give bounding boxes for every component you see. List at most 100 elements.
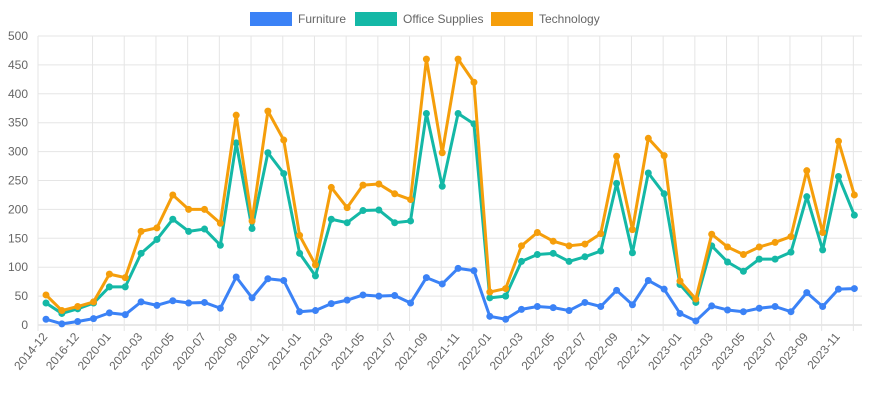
data-point [248, 217, 256, 225]
data-point [835, 137, 842, 145]
data-point [803, 167, 811, 175]
data-point [201, 298, 208, 306]
data-point [597, 303, 605, 311]
legend-swatch-office-supplies [355, 12, 397, 26]
data-point [58, 320, 66, 328]
legend-item-furniture[interactable]: Furniture [250, 12, 346, 26]
data-point [470, 267, 478, 275]
data-point [105, 309, 113, 317]
data-point [105, 270, 113, 278]
data-point [121, 274, 129, 282]
data-point [660, 285, 668, 293]
data-point [628, 226, 636, 234]
data-point [787, 233, 795, 241]
data-point [549, 249, 557, 257]
data-point [216, 219, 224, 227]
y-tick-label: 0 [21, 318, 28, 332]
data-point [232, 111, 240, 119]
legend-label-office-supplies: Office Supplies [403, 12, 484, 26]
legend-label-furniture: Furniture [298, 12, 346, 26]
data-point [771, 238, 779, 246]
data-point [549, 304, 557, 312]
data-point [42, 291, 50, 299]
data-point [708, 230, 716, 238]
data-point [327, 183, 335, 191]
y-tick-label: 450 [8, 58, 28, 72]
data-point [581, 298, 589, 306]
data-point [533, 229, 541, 237]
data-point [391, 292, 399, 300]
data-point [549, 237, 557, 245]
data-point [628, 249, 636, 257]
data-point [581, 253, 589, 261]
data-point [407, 196, 415, 204]
data-point [787, 308, 795, 316]
legend-label-technology: Technology [539, 12, 600, 26]
data-point [486, 288, 494, 296]
data-point [692, 295, 700, 303]
data-point [264, 275, 272, 283]
data-point [613, 179, 621, 187]
data-point [169, 191, 177, 199]
data-point [454, 264, 462, 272]
series-line [45, 266, 855, 326]
data-point [692, 317, 700, 325]
series-line [44, 57, 856, 313]
data-point [422, 55, 430, 63]
data-point [819, 246, 827, 254]
data-point [232, 273, 240, 281]
data-point [803, 289, 811, 297]
x-axis: 2014-122016-122020-012020-032020-052020-… [11, 330, 843, 373]
data-point [502, 315, 510, 323]
x-tick-label: 2021-09 [392, 330, 431, 373]
data-point [581, 240, 589, 248]
data-point [422, 274, 430, 282]
y-axis: 0 50 100 150 200 250 300 350 400 450 500 [8, 29, 28, 332]
data-point [613, 152, 621, 160]
data-point [311, 272, 319, 280]
data-point [438, 280, 446, 288]
data-point [280, 276, 288, 284]
data-point [296, 308, 304, 316]
data-point [613, 286, 621, 294]
data-point [724, 306, 732, 314]
data-point [739, 308, 747, 316]
legend-swatch-furniture [250, 12, 292, 26]
data-point [90, 315, 98, 323]
data-point [232, 139, 240, 147]
data-point [502, 292, 510, 300]
data-point [121, 311, 129, 319]
legend-item-technology[interactable]: Technology [491, 12, 600, 26]
data-point [185, 299, 193, 307]
y-tick-label: 150 [8, 231, 28, 245]
data-point [518, 242, 525, 250]
data-point [359, 181, 367, 189]
series-office-supplies [42, 109, 858, 317]
data-point [597, 247, 605, 255]
data-point [438, 149, 446, 157]
data-point [311, 307, 319, 315]
data-point [121, 283, 129, 291]
data-point [819, 303, 827, 311]
data-point [755, 304, 763, 312]
data-point [359, 207, 367, 215]
data-point [597, 230, 605, 238]
data-point [438, 182, 446, 190]
data-point [628, 301, 636, 309]
data-point [644, 276, 652, 284]
data-point [58, 307, 66, 315]
legend-item-office-supplies[interactable]: Office Supplies [355, 12, 484, 26]
data-point [153, 235, 161, 243]
data-point [185, 227, 193, 235]
legend: Furniture Office Supplies Technology [250, 12, 600, 26]
data-point [850, 211, 858, 219]
data-point [153, 301, 161, 309]
data-point [771, 303, 779, 311]
data-point [787, 248, 795, 256]
data-point [803, 193, 811, 201]
grid [37, 35, 862, 331]
data-point [565, 242, 573, 250]
data-point [755, 255, 763, 263]
data-point [850, 285, 858, 293]
